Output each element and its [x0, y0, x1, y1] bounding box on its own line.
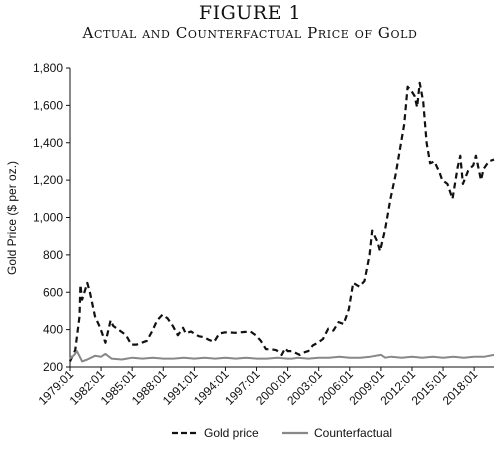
chart-series — [69, 81, 495, 363]
y-tick-label: 1,400 — [33, 136, 63, 150]
x-axis-ticks: 1979:011982:011985:011988:011991:011994:… — [36, 367, 481, 408]
y-tick-label: 1,600 — [33, 98, 63, 112]
y-tick-label: 400 — [43, 323, 63, 337]
y-tick-label: 600 — [43, 285, 63, 299]
figure-subtitle: Actual and Counterfactual Price of Gold — [82, 24, 418, 42]
y-tick-label: 1,000 — [33, 211, 63, 225]
y-axis-ticks: 200 400 600 800 1,000 1,200 1,400 1,600 1,800 — [33, 61, 70, 374]
chart-axes — [69, 68, 494, 368]
x-tick-label: 2018:01 — [440, 367, 481, 408]
legend-gold-price-label: Gold price — [204, 426, 259, 440]
y-tick-label: 200 — [43, 360, 63, 374]
legend-counterfactual-label: Counterfactual — [314, 426, 392, 440]
y-axis-label: Gold Price ($ per oz.) — [5, 161, 19, 275]
chart-legend: Gold price Counterfactual — [172, 426, 392, 440]
counterfactual-line — [69, 350, 495, 363]
gold-price-line — [69, 81, 495, 362]
y-tick-label: 1,800 — [33, 61, 63, 75]
figure-label: FIGURE 1 — [198, 2, 302, 24]
y-tick-label: 1,200 — [33, 173, 63, 187]
y-tick-label: 800 — [43, 248, 63, 262]
